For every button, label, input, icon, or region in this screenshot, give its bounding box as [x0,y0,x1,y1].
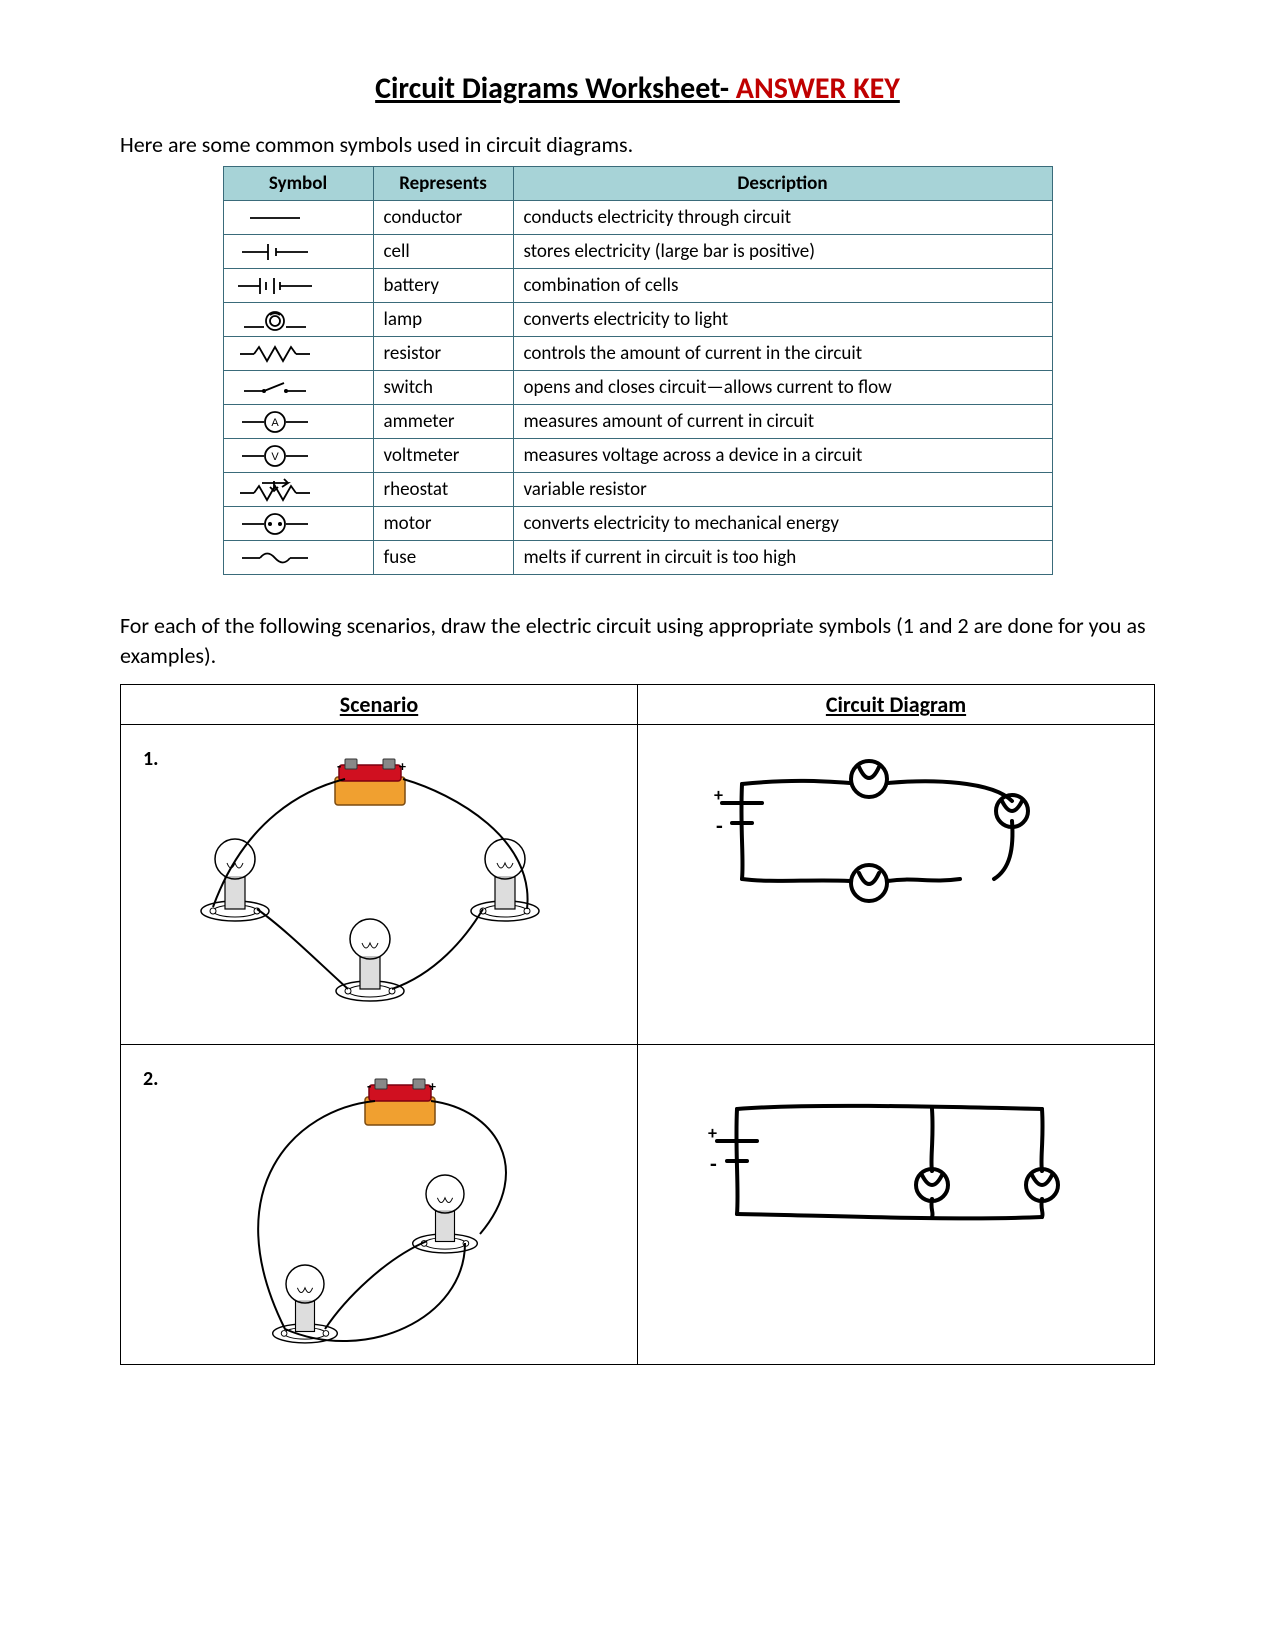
description-cell: controls the amount of current in the ci… [513,337,1052,371]
represents-cell: conductor [373,201,513,235]
description-cell: measures voltage across a device in a ci… [513,439,1052,473]
represents-cell: motor [373,507,513,541]
svg-text:-: - [367,1078,371,1095]
diagram-2-image: + - [652,1059,1140,1259]
represents-cell: resistor [373,337,513,371]
symbol-icon [223,235,373,269]
intro-text: Here are some common symbols used in cir… [120,131,1155,158]
represents-cell: battery [373,269,513,303]
svg-text:V: V [271,451,279,463]
symbol-icon [223,201,373,235]
svg-text:+: + [714,784,723,806]
table-row: resistorcontrols the amount of current i… [223,337,1052,371]
table-row: switchopens and closes circuit—allows cu… [223,371,1052,405]
description-cell: conducts electricity through circuit [513,201,1052,235]
description-cell: variable resistor [513,473,1052,507]
scenario-1-image: - + [135,739,623,1029]
table-row: cellstores electricity (large bar is pos… [223,235,1052,269]
description-cell: converts electricity to light [513,303,1052,337]
represents-cell: fuse [373,541,513,575]
description-cell: stores electricity (large bar is positiv… [513,235,1052,269]
svg-text:+: + [429,1078,436,1095]
scenario-2-image: - + [135,1059,623,1349]
represents-cell: rheostat [373,473,513,507]
page-title: Circuit Diagrams Worksheet- ANSWER KEY [120,70,1155,107]
symbol-icon [223,303,373,337]
symbol-icon [223,337,373,371]
represents-cell: voltmeter [373,439,513,473]
description-cell: measures amount of current in circuit [513,405,1052,439]
symbol-icon [223,473,373,507]
col-diagram: Circuit Diagram [638,685,1155,725]
col-represents: Represents [373,167,513,201]
svg-text:-: - [337,758,341,775]
table-row: batterycombination of cells [223,269,1052,303]
symbol-icon: A [223,405,373,439]
symbol-icon [223,269,373,303]
table-row: conductorconducts electricity through ci… [223,201,1052,235]
symbol-icon: V [223,439,373,473]
row-number-2: 2. [143,1067,158,1091]
represents-cell: switch [373,371,513,405]
description-cell: opens and closes circuit—allows current … [513,371,1052,405]
col-description: Description [513,167,1052,201]
scenario-row-1: 1. - + [121,725,1155,1045]
symbol-icon [223,541,373,575]
table-row: rheostatvariable resistor [223,473,1052,507]
col-scenario: Scenario [121,685,638,725]
table-row: lampconverts electricity to light [223,303,1052,337]
symbol-icon [223,371,373,405]
table-row: motorconverts electricity to mechanical … [223,507,1052,541]
svg-text:+: + [399,758,406,775]
description-cell: combination of cells [513,269,1052,303]
symbols-table: Symbol Represents Description conductorc… [223,166,1053,575]
svg-text:-: - [710,1150,717,1177]
represents-cell: ammeter [373,405,513,439]
svg-text:+: + [708,1122,717,1144]
represents-cell: cell [373,235,513,269]
svg-text:A: A [271,417,279,429]
row-number-1: 1. [143,747,158,771]
description-cell: melts if current in circuit is too high [513,541,1052,575]
scenario-table: Scenario Circuit Diagram 1. - + [120,684,1155,1365]
represents-cell: lamp [373,303,513,337]
symbol-icon [223,507,373,541]
instructions-text: For each of the following scenarios, dra… [120,611,1155,670]
description-cell: converts electricity to mechanical energ… [513,507,1052,541]
table-row: Aammetermeasures amount of current in ci… [223,405,1052,439]
col-symbol: Symbol [223,167,373,201]
title-main: Circuit Diagrams Worksheet- [375,70,729,107]
table-row: fusemelts if current in circuit is too h… [223,541,1052,575]
diagram-1-image: + - [652,739,1140,939]
page: Circuit Diagrams Worksheet- ANSWER KEY H… [0,0,1275,1651]
title-answer-key: ANSWER KEY [729,70,900,107]
scenario-row-2: 2. - + [121,1045,1155,1365]
table-row: Vvoltmetermeasures voltage across a devi… [223,439,1052,473]
svg-text:-: - [716,812,723,839]
